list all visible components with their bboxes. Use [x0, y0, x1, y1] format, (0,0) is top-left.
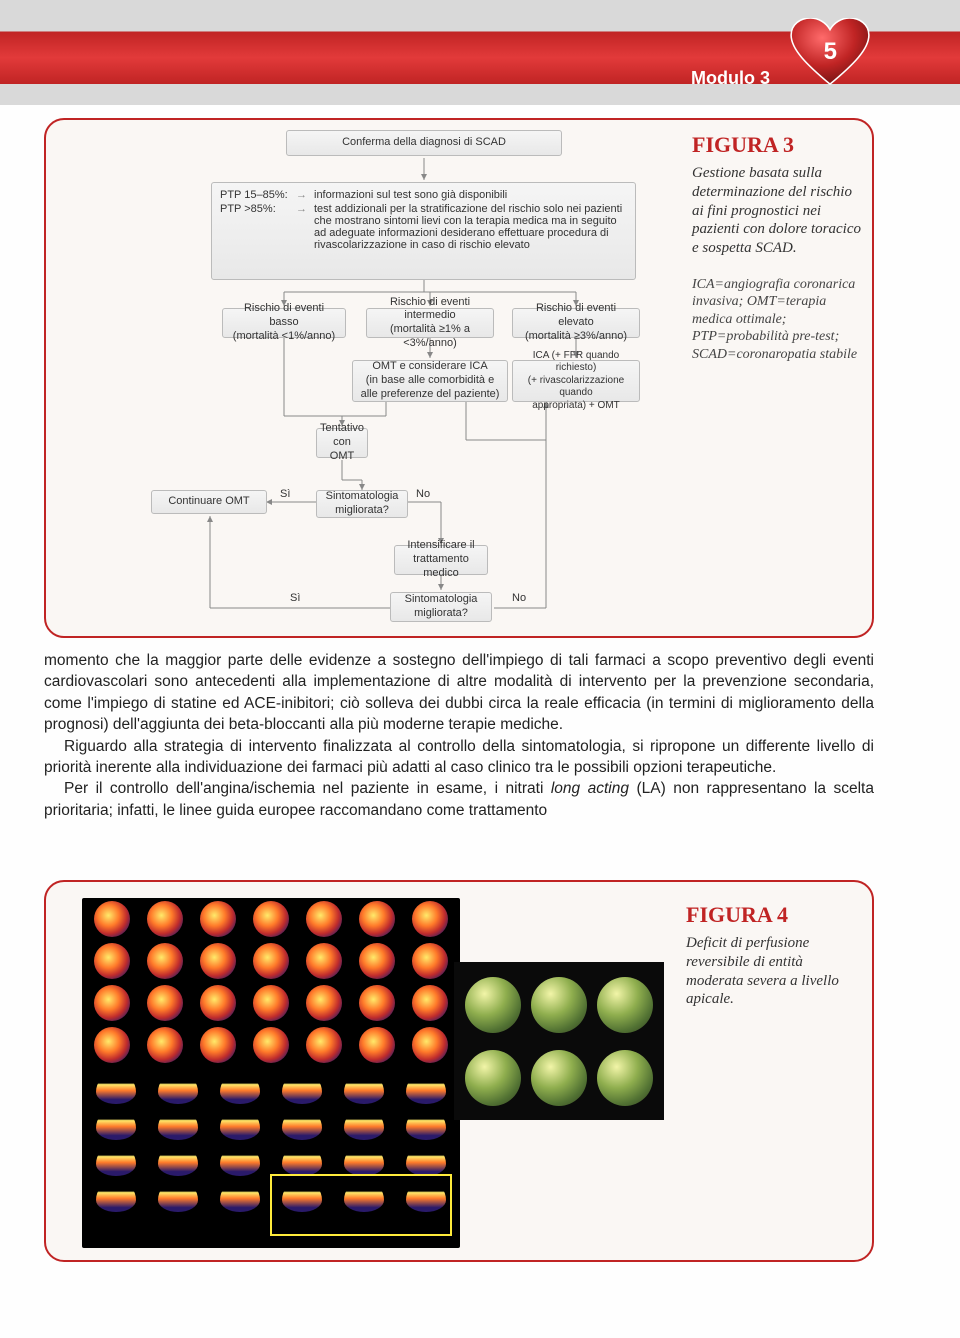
edge-label-no-1: No — [416, 488, 430, 500]
node-sintomatologia-1: Sintomatologia migliorata? — [316, 490, 408, 518]
figure-4-caption-block: FIGURA 4 Deficit di perfusione reversibi… — [686, 902, 856, 1027]
figure-4-caption: Deficit di perfusione reversibile di ent… — [686, 934, 856, 1009]
arrow-icon: → — [296, 189, 314, 201]
figure-3-title: FIGURA 3 — [692, 132, 862, 158]
figure-3-caption: Gestione basata sulla determinazione del… — [692, 164, 862, 258]
module-label: Modulo 3 — [691, 68, 770, 89]
page-number: 5 — [824, 38, 837, 66]
ptp-label-2: PTP >85%: — [220, 203, 296, 215]
paragraph-3-italic: long acting — [551, 780, 629, 797]
paragraph-3a: Per il controllo dell'angina/ischemia ne… — [64, 780, 551, 797]
edge-label-si-1: Sì — [280, 488, 290, 500]
paragraph-2: Riguardo alla strategia di intervento fi… — [44, 736, 874, 779]
node-ica-ffr: ICA (+ FFR quando richiesto) (+ rivascol… — [512, 360, 640, 402]
perfusion-scan-image — [82, 898, 460, 1248]
arrow-icon: → — [296, 203, 314, 215]
edge-label-no-2: No — [512, 592, 526, 604]
ptp-label-1: PTP 15–85%: — [220, 189, 296, 201]
node-risk-low: Rischio di eventi basso (mortalità <1%/a… — [222, 308, 346, 338]
figure-3-container: Conferma della diagnosi di SCAD PTP 15–8… — [44, 118, 874, 638]
figure-4-container: FIGURA 4 Deficit di perfusione reversibi… — [44, 880, 874, 1262]
node-continuare-omt: Continuare OMT — [151, 490, 267, 514]
node-ptp-box: PTP 15–85%: → informazioni sul test sono… — [211, 182, 636, 280]
body-text: momento che la maggior parte delle evide… — [44, 650, 874, 821]
node-intensificare: Intensificare il trattamento medico — [394, 545, 488, 575]
node-sintomatologia-2: Sintomatologia migliorata? — [390, 592, 492, 622]
figure-4-title: FIGURA 4 — [686, 902, 856, 928]
paragraph-1: momento che la maggior parte delle evide… — [44, 650, 874, 736]
node-confirm-diagnosis: Conferma della diagnosi di SCAD — [286, 130, 562, 156]
ptp-text-2: test addizionali per la stratificazione … — [314, 203, 627, 251]
flowchart-area: Conferma della diagnosi di SCAD PTP 15–8… — [46, 120, 696, 638]
node-omt-ica: OMT e considerare ICA (in base alle como… — [352, 360, 508, 402]
ptp-text-1: informazioni sul test sono già disponibi… — [314, 189, 627, 201]
node-risk-mid: Rischio di eventi intermedio (mortalità … — [366, 308, 494, 338]
edge-label-si-2: Sì — [290, 592, 300, 604]
perfusion-3d-image — [454, 962, 664, 1120]
figure-3-caption-block: FIGURA 3 Gestione basata sulla determina… — [692, 132, 862, 363]
paragraph-3: Per il controllo dell'angina/ischemia ne… — [44, 778, 874, 821]
node-tentativo-omt: Tentativo con OMT — [316, 428, 368, 458]
figure-3-abbrev: ICA=angiografia coronarica invasiva; OMT… — [692, 276, 862, 364]
node-risk-high: Rischio di eventi elevato (mortalità ≥3%… — [512, 308, 640, 338]
